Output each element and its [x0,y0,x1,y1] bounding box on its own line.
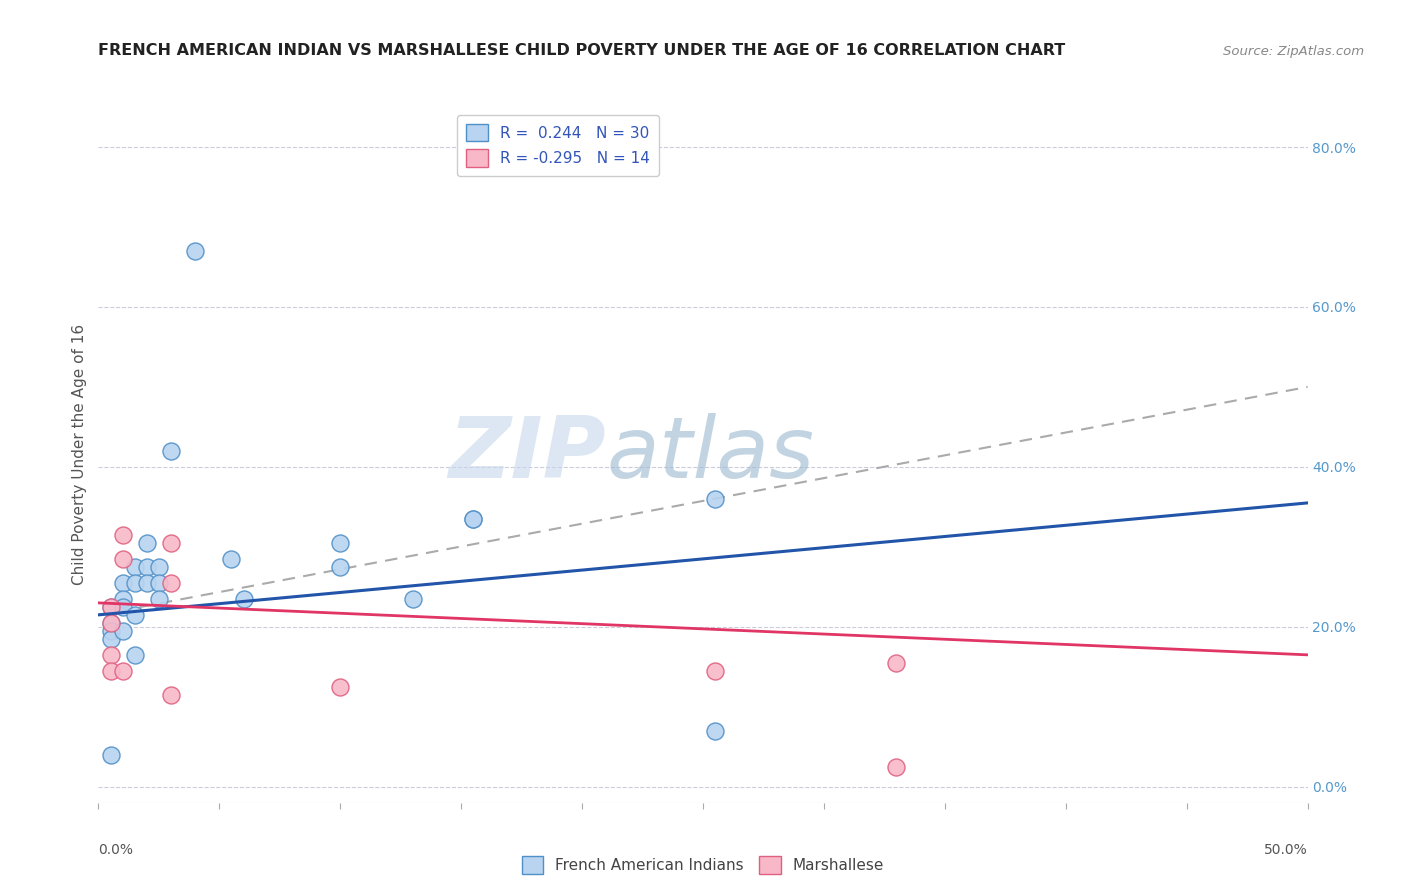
Point [160,575,183,590]
Point [111,664,134,678]
Point [184,244,207,258]
Point [148,560,170,574]
Point [704,491,727,506]
Point [111,528,134,542]
Point [124,607,146,622]
Point [124,560,146,574]
Point [886,760,908,774]
Point [463,512,485,526]
Point [111,575,134,590]
Point [111,599,134,614]
Legend: R =  0.244   N = 30, R = -0.295   N = 14: R = 0.244 N = 30, R = -0.295 N = 14 [457,115,659,176]
Point [329,536,352,550]
Point [221,552,243,566]
Point [135,536,157,550]
Point [100,664,122,678]
Text: ZIP: ZIP [449,413,606,497]
Point [402,591,425,606]
Point [329,560,352,574]
Point [232,591,254,606]
Point [160,688,183,702]
Point [148,575,170,590]
Point [160,444,183,458]
Point [100,615,122,630]
Point [463,512,485,526]
Point [124,575,146,590]
Text: 0.0%: 0.0% [98,843,134,857]
Text: Source: ZipAtlas.com: Source: ZipAtlas.com [1223,45,1364,58]
Point [704,664,727,678]
Point [100,599,122,614]
Text: 50.0%: 50.0% [1264,843,1308,857]
Y-axis label: Child Poverty Under the Age of 16: Child Poverty Under the Age of 16 [72,325,87,585]
Point [704,723,727,738]
Point [124,648,146,662]
Point [886,656,908,670]
Point [100,648,122,662]
Point [329,680,352,694]
Point [111,552,134,566]
Legend: French American Indians, Marshallese: French American Indians, Marshallese [516,850,890,880]
Point [111,591,134,606]
Point [100,624,122,638]
Point [100,599,122,614]
Point [135,575,157,590]
Point [100,747,122,762]
Point [135,560,157,574]
Point [111,624,134,638]
Text: atlas: atlas [606,413,814,497]
Point [148,591,170,606]
Point [100,632,122,646]
Point [160,536,183,550]
Text: FRENCH AMERICAN INDIAN VS MARSHALLESE CHILD POVERTY UNDER THE AGE OF 16 CORRELAT: FRENCH AMERICAN INDIAN VS MARSHALLESE CH… [98,43,1066,58]
Point [100,615,122,630]
